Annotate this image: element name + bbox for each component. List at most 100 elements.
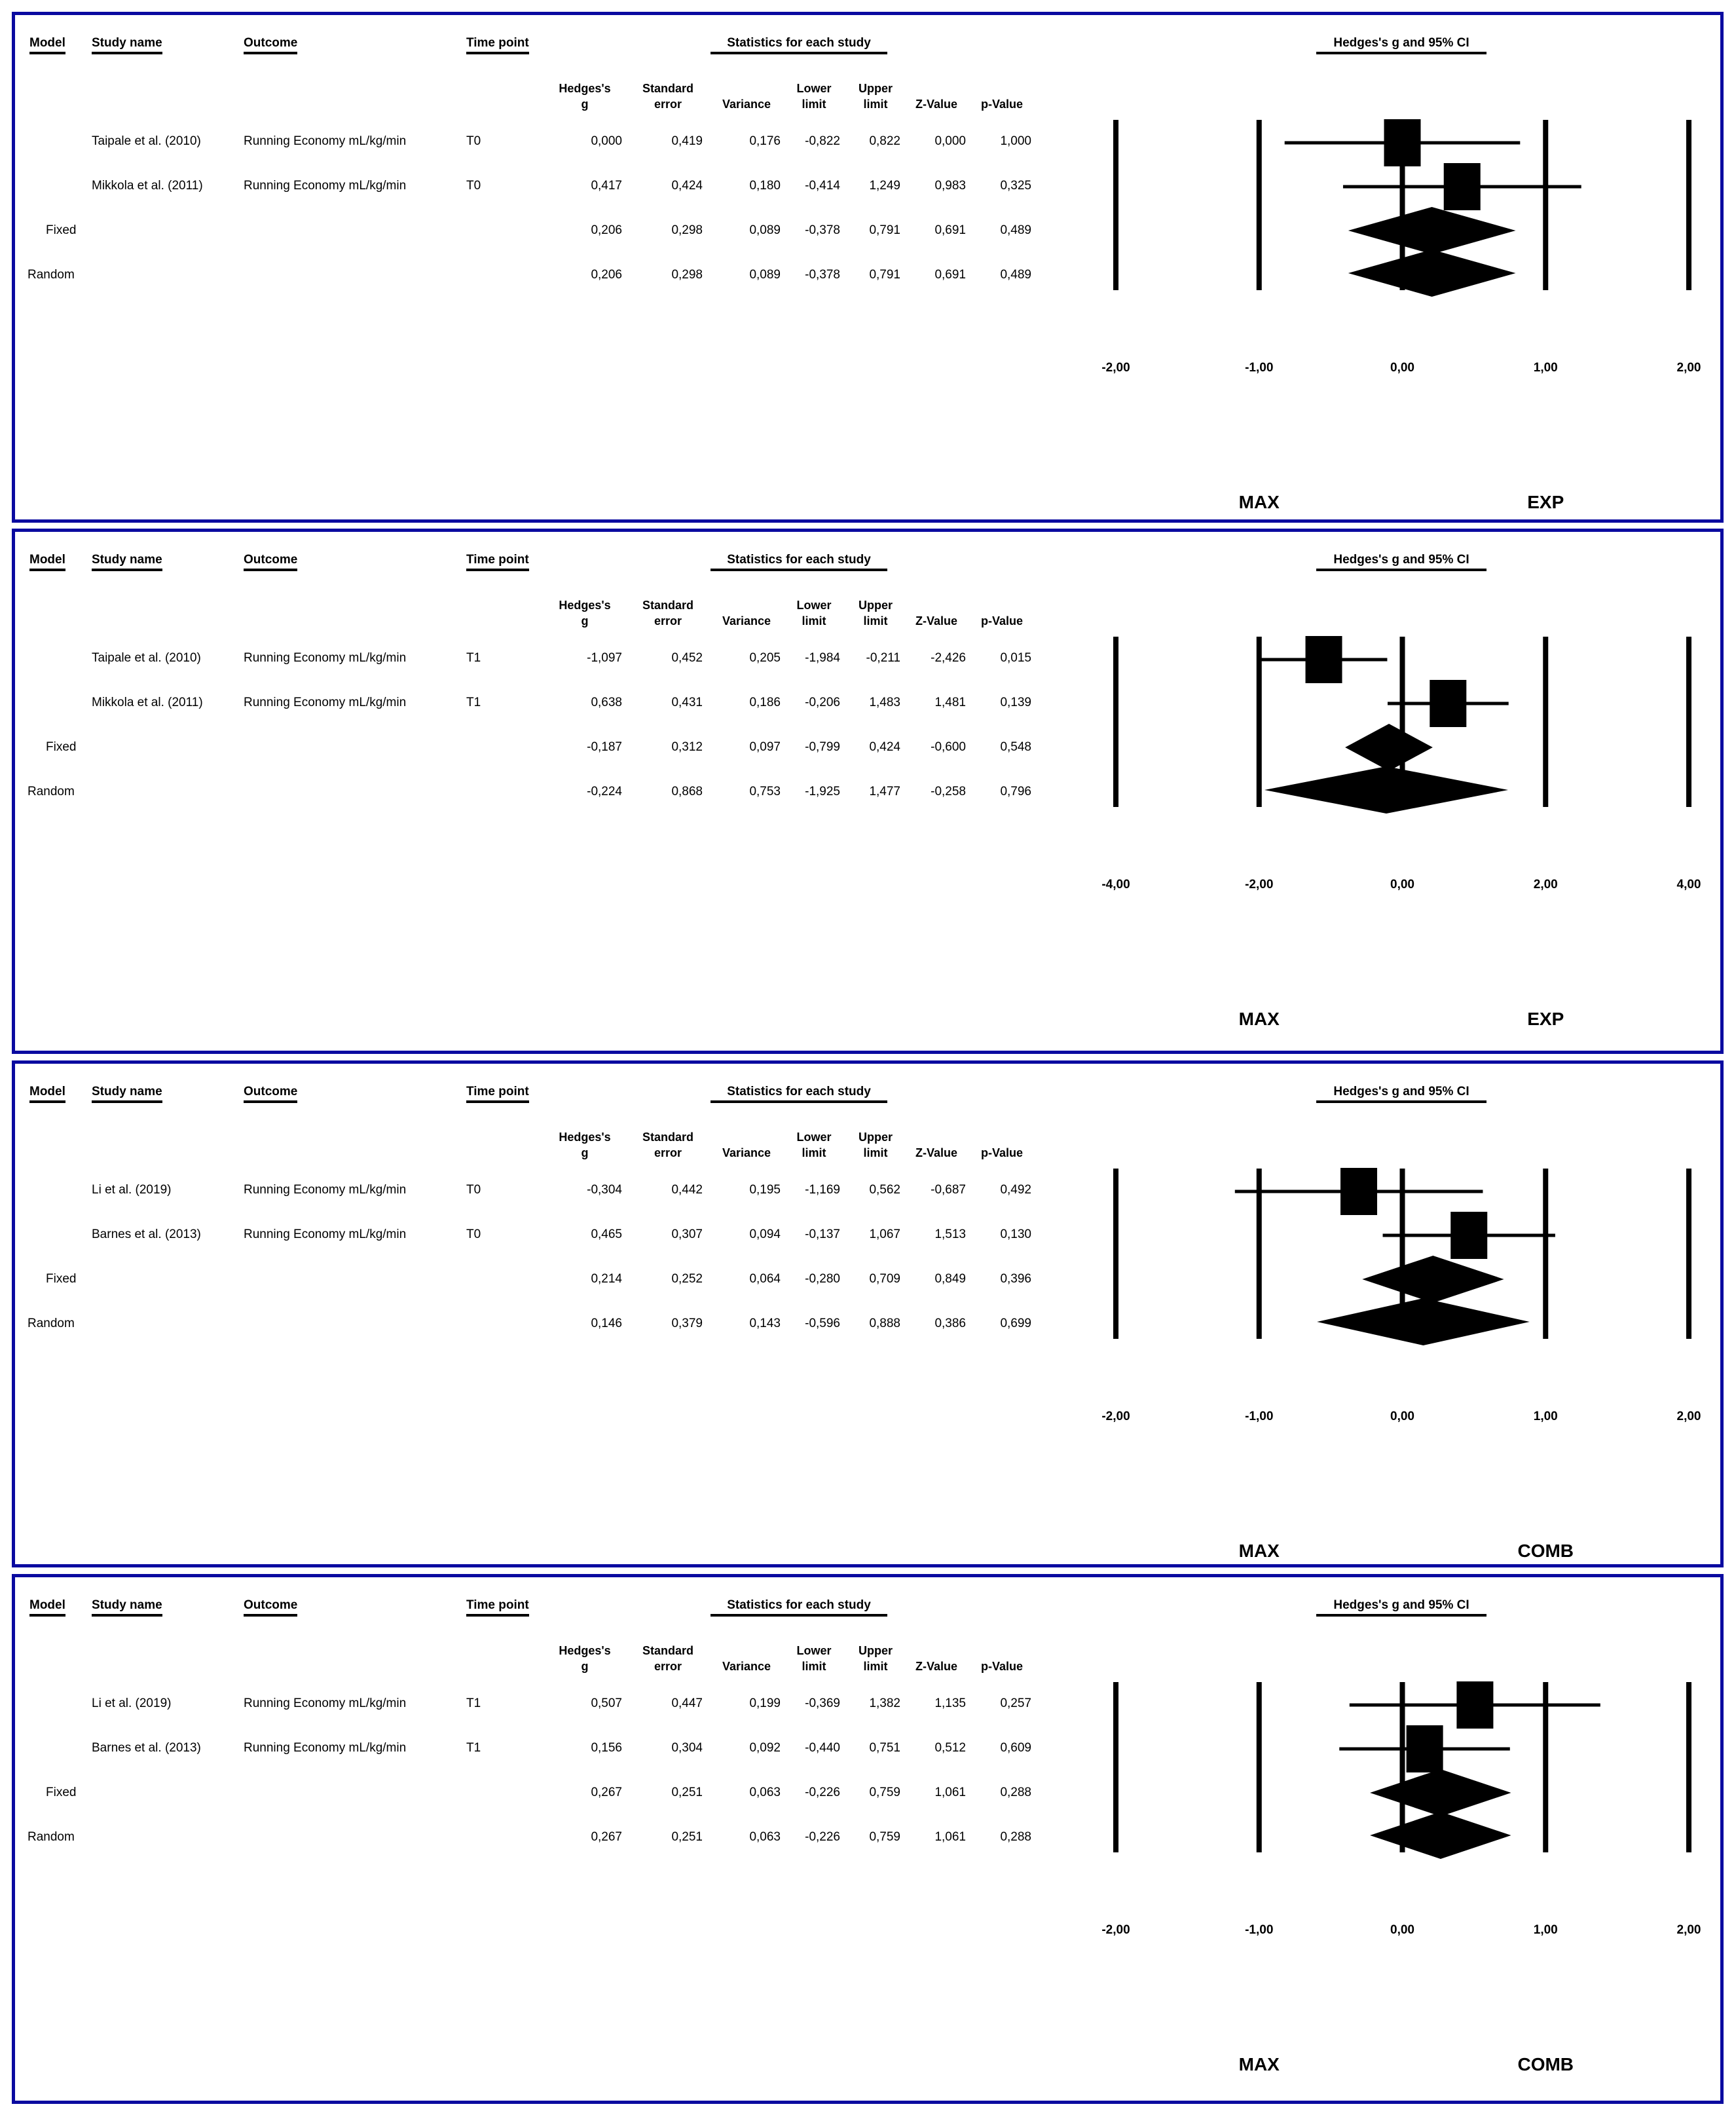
axis-tick-label: 4,00 bbox=[1676, 878, 1701, 891]
header-outcome: Outcome bbox=[244, 1085, 298, 1103]
axis-tick-label: 0,00 bbox=[1390, 361, 1414, 375]
axis-tick-label: -1,00 bbox=[1245, 361, 1274, 375]
column-header-line1: Lower bbox=[796, 599, 832, 612]
row-value: 0,868 bbox=[671, 785, 703, 798]
fixed-effect-diamond bbox=[1345, 724, 1433, 771]
column-header-line2: Variance bbox=[722, 614, 771, 628]
row-value: 0,447 bbox=[671, 1696, 703, 1710]
row-outcome: Running Economy mL/kg/min bbox=[244, 134, 407, 148]
row-value: 0,759 bbox=[869, 1786, 900, 1799]
column-header: p-Value bbox=[969, 597, 1035, 629]
column-header: Upper limit bbox=[843, 1129, 908, 1161]
header-time-point: Time point bbox=[466, 1085, 529, 1103]
header-model: Model bbox=[29, 1598, 65, 1617]
row-value: 1,483 bbox=[869, 696, 900, 709]
row-value: -0,137 bbox=[805, 1227, 840, 1241]
forest-panel-2: Model Study name Outcome Time point Statisti… bbox=[12, 529, 1724, 1054]
row-value: 0,638 bbox=[591, 696, 622, 709]
row-value: 0,888 bbox=[869, 1317, 900, 1330]
axis-tick-label: 2,00 bbox=[1676, 361, 1701, 375]
row-time-point: T1 bbox=[466, 696, 481, 709]
study-marker-square bbox=[1340, 1168, 1377, 1215]
row-time-point: T0 bbox=[466, 1227, 481, 1241]
header-statistics: Statistics for each study bbox=[711, 36, 887, 54]
column-header: Z-Value bbox=[904, 81, 969, 112]
column-header-line2: Variance bbox=[722, 1146, 771, 1159]
study-marker-square bbox=[1443, 163, 1481, 210]
column-header: Standard error bbox=[635, 81, 701, 112]
column-header: Variance bbox=[714, 1643, 779, 1674]
row-time-point: T1 bbox=[466, 1741, 481, 1755]
axis-tick-label: 1,00 bbox=[1533, 361, 1558, 375]
column-header: p-Value bbox=[969, 1129, 1035, 1161]
forest-panel-1: Model Study name Outcome Time point Statisti… bbox=[12, 12, 1724, 523]
column-header-line2: p-Value bbox=[980, 1660, 1024, 1673]
row-value: 0,267 bbox=[591, 1786, 622, 1799]
row-value: 0,791 bbox=[869, 268, 900, 282]
fixed-effect-diamond bbox=[1370, 1769, 1511, 1816]
column-header-line1: Lower bbox=[796, 82, 832, 95]
plot-title: Hedges's g and 95% CI bbox=[1316, 36, 1487, 54]
row-model: Random bbox=[28, 1317, 75, 1330]
row-value: 0,097 bbox=[749, 740, 781, 754]
row-value: 0,431 bbox=[671, 696, 703, 709]
row-value: 0,094 bbox=[749, 1227, 781, 1241]
column-header: Hedges's g bbox=[552, 1643, 618, 1674]
header-outcome: Outcome bbox=[244, 36, 298, 54]
forest-plot bbox=[1113, 1681, 1691, 1859]
row-value: -0,224 bbox=[587, 785, 622, 798]
study-marker-square bbox=[1406, 1725, 1443, 1772]
row-value: 0,386 bbox=[934, 1317, 966, 1330]
row-value: 0,507 bbox=[591, 1696, 622, 1710]
row-value: 0,214 bbox=[591, 1272, 622, 1286]
column-header: Upper limit bbox=[843, 81, 908, 112]
row-value: 0,139 bbox=[1000, 696, 1031, 709]
row-value: 0,442 bbox=[671, 1183, 703, 1197]
header-model: Model bbox=[29, 36, 65, 54]
axis-tick-label: 0,00 bbox=[1390, 1410, 1414, 1423]
row-model: Fixed bbox=[46, 1272, 77, 1286]
column-header: Hedges's g bbox=[552, 81, 618, 112]
column-header-line1: Hedges's bbox=[559, 599, 611, 612]
row-value: 0,063 bbox=[749, 1830, 781, 1844]
row-value: 0,267 bbox=[591, 1830, 622, 1844]
column-header: Z-Value bbox=[904, 1129, 969, 1161]
column-header-line1: Upper bbox=[858, 1644, 893, 1657]
row-model: Fixed bbox=[46, 1786, 77, 1799]
column-header: Lower limit bbox=[781, 81, 847, 112]
row-value: 0,092 bbox=[749, 1741, 781, 1755]
row-value: -0,258 bbox=[931, 785, 966, 798]
study-marker-square bbox=[1430, 680, 1467, 727]
column-header-line1: Upper bbox=[858, 599, 893, 612]
row-value: 1,061 bbox=[934, 1786, 966, 1799]
axis-tick-label: 0,00 bbox=[1390, 878, 1414, 891]
header-model: Model bbox=[29, 553, 65, 571]
column-header: p-Value bbox=[969, 1643, 1035, 1674]
row-value: 1,382 bbox=[869, 1696, 900, 1710]
row-value: -2,426 bbox=[931, 651, 966, 665]
header-study-name: Study name bbox=[92, 553, 162, 571]
column-header-line2: error bbox=[654, 1660, 682, 1673]
header-model: Model bbox=[29, 1085, 65, 1103]
column-header: Upper limit bbox=[843, 597, 908, 629]
forest-plot bbox=[1113, 636, 1691, 814]
row-value: -0,414 bbox=[805, 179, 840, 193]
row-time-point: T0 bbox=[466, 1183, 481, 1197]
row-value: 0,257 bbox=[1000, 1696, 1031, 1710]
column-header: Lower limit bbox=[781, 1129, 847, 1161]
row-value: 0,417 bbox=[591, 179, 622, 193]
row-outcome: Running Economy mL/kg/min bbox=[244, 1183, 407, 1197]
axis-tick-label: 2,00 bbox=[1533, 878, 1558, 891]
favours-right-label: EXP bbox=[1527, 492, 1564, 512]
row-model: Random bbox=[28, 1830, 75, 1844]
row-value: 0,424 bbox=[869, 740, 900, 754]
row-value: 0,709 bbox=[869, 1272, 900, 1286]
row-value: 0,452 bbox=[671, 651, 703, 665]
favours-left-label: MAX bbox=[1238, 1541, 1280, 1561]
row-value: -1,097 bbox=[587, 651, 622, 665]
column-header-line2: limit bbox=[863, 1660, 888, 1673]
row-value: 0,396 bbox=[1000, 1272, 1031, 1286]
column-header-line2: Z-Value bbox=[915, 98, 958, 111]
row-value: 0,089 bbox=[749, 223, 781, 237]
row-value: 0,699 bbox=[1000, 1317, 1031, 1330]
